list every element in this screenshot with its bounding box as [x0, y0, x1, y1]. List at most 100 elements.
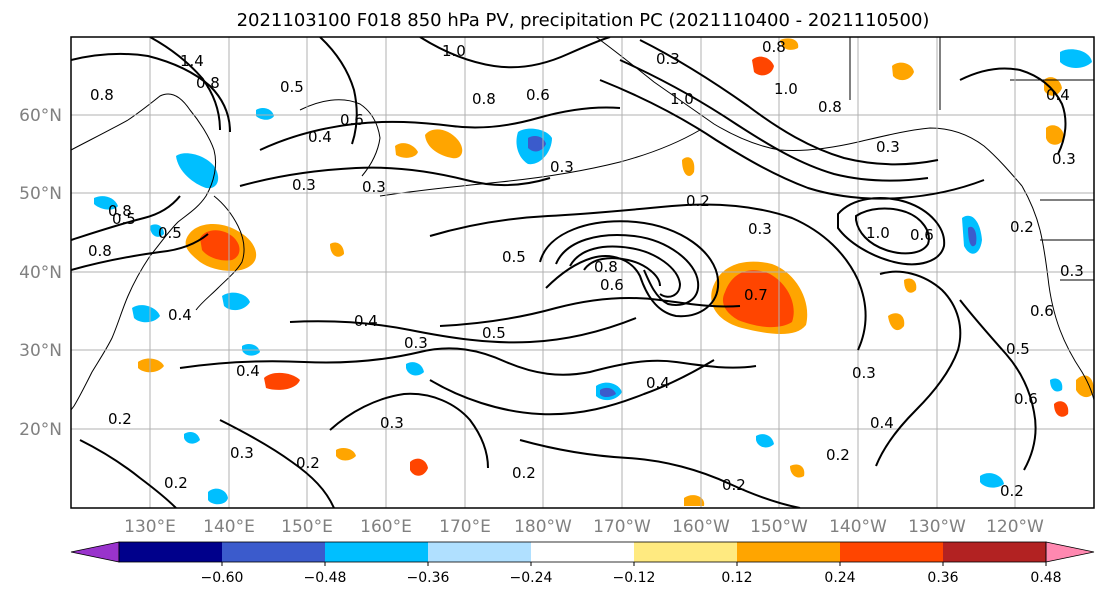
contour-label: 0.3: [1060, 262, 1084, 280]
precip-positive-area: [752, 56, 774, 76]
pv-contour: [855, 207, 930, 255]
colorbar-tick-label: 0.48: [1030, 570, 1061, 586]
contour-label: 0.3: [230, 444, 254, 462]
contour-label: 0.5: [112, 210, 136, 228]
longitude-ticks: 130°E 140°E 150°E 160°E 170°E 180°W 170°…: [124, 517, 1044, 537]
lon-tick-label: 150°W: [750, 517, 808, 537]
colorbar-segment: [634, 542, 737, 562]
contour-label: 0.3: [292, 176, 316, 194]
contour-label: 0.3: [380, 414, 404, 432]
lat-tick-label: 30°N: [19, 341, 62, 361]
gridlines: [71, 37, 1094, 508]
precip-positive-area: [264, 372, 300, 390]
precip-negative-area: [256, 108, 274, 120]
pv-contour: [149, 37, 221, 131]
precip-negative-area: [132, 305, 160, 323]
precip-negative-area: [176, 153, 219, 189]
pv-contour: [439, 297, 741, 327]
contour-label: 0.6: [600, 276, 624, 294]
colorbar-extend-low: [70, 541, 120, 563]
precip-negative-area: [208, 488, 228, 505]
lon-tick-label: 160°E: [360, 517, 412, 537]
contour-label: 0.2: [1010, 218, 1034, 236]
contour-label: 0.4: [646, 374, 670, 392]
contour-label: 0.8: [818, 98, 842, 116]
lon-tick-label: 130°W: [908, 517, 966, 537]
lon-tick-label: 170°E: [439, 517, 491, 537]
precip-positive-area: [790, 464, 805, 478]
colorbar-tick-label: −0.12: [613, 570, 656, 586]
contour-label: 1.0: [670, 90, 694, 108]
coastline-alaska: [595, 37, 1023, 187]
contour-label: 0.2: [108, 410, 132, 428]
contour-label: 0.4: [1046, 86, 1070, 104]
pv-contour: [71, 52, 231, 133]
colorbar-tick-label: 0.24: [824, 570, 855, 586]
precip-positive-area: [682, 157, 695, 176]
precip-negative-core: [528, 136, 546, 152]
contour-label: 0.4: [308, 128, 332, 146]
precip-negative-area: [184, 432, 200, 444]
precip-positive-area: [888, 313, 905, 331]
lat-tick-label: 20°N: [19, 420, 62, 440]
colorbar-segment: [531, 542, 634, 562]
pv-contour: [583, 257, 661, 287]
state-borders: [849, 37, 1094, 281]
contour-label: 0.2: [722, 476, 746, 494]
precip-positive-area: [780, 38, 799, 50]
colorbar-tick-label: −0.60: [201, 570, 244, 586]
colorbar-tick-label: 0.12: [721, 570, 752, 586]
colorbar-segment: [943, 542, 1046, 562]
contour-label: 0.2: [1000, 482, 1024, 500]
precip-positive-area: [1046, 125, 1064, 145]
pv-contour: [71, 195, 181, 241]
contour-label: 0.5: [280, 78, 304, 96]
precip-negative-area: [756, 434, 774, 448]
contour-label: 1.4: [180, 52, 204, 70]
contour-label: 1.0: [866, 224, 890, 242]
contour-label: 1.0: [442, 42, 466, 60]
colorbar-outline: [118, 541, 1047, 563]
contour-label: 0.2: [686, 192, 710, 210]
colorbar-segment: [428, 542, 531, 562]
contour-label: 0.3: [550, 158, 574, 176]
lon-tick-label: 160°W: [672, 517, 730, 537]
contour-label: 0.2: [512, 464, 536, 482]
lon-tick-label: 150°E: [281, 517, 333, 537]
pv-contour: [419, 37, 611, 69]
map-frame: [70, 36, 1095, 509]
colorbar-segment: [222, 542, 325, 562]
contour-label: 0.6: [526, 86, 550, 104]
pv-contour: [569, 245, 682, 298]
colorbar: −0.60 −0.48 −0.36 −0.24 −0.12 0.12 0.24 0.36 0.4…: [70, 541, 1095, 586]
contour-label: 0.4: [870, 414, 894, 432]
pv-contour: [837, 197, 946, 266]
coastline-aleutians: [379, 129, 701, 197]
precip-positive-area: [1054, 401, 1069, 417]
precip-positive-area: [425, 129, 463, 159]
contour-label: 0.8: [90, 86, 114, 104]
pv-contour: [239, 166, 551, 187]
precip-negative-area: [1050, 378, 1063, 392]
contour-label: 0.4: [354, 312, 378, 330]
contour-label: 0.3: [748, 220, 772, 238]
precip-negative-core: [968, 226, 977, 247]
pv-contour: [539, 220, 720, 318]
colorbar-segment: [325, 542, 428, 562]
colorbar-segments: [70, 541, 1095, 563]
contour-label: 0.5: [502, 248, 526, 266]
contour-label: 0.5: [482, 324, 506, 342]
pv-contour: [599, 79, 985, 200]
precip-positive-area: [892, 62, 914, 81]
precip-negative-area: [980, 473, 1004, 488]
pv-contour: [289, 317, 637, 344]
lat-tick-label: 40°N: [19, 263, 62, 283]
contour-label: 0.6: [340, 111, 364, 129]
contour-label: 0.3: [852, 364, 876, 382]
precip-negative-area: [150, 224, 164, 237]
precip-positive-area: [410, 458, 428, 476]
colorbar-extend-high: [1045, 541, 1095, 563]
contour-label: 0.7: [744, 286, 768, 304]
coastline-japan: [195, 195, 245, 311]
